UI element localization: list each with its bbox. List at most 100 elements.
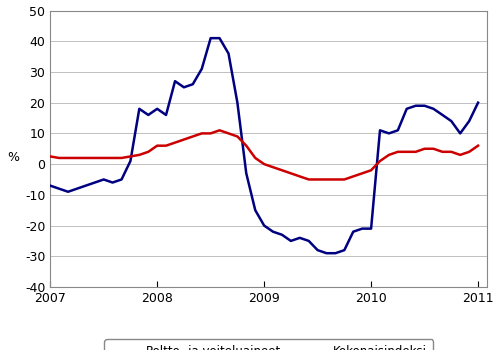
Kokonaisindeksi: [118, 156, 124, 160]
Poltto- ja voiteluaineet: [101, 177, 107, 182]
Kokonaisindeksi: [109, 156, 115, 160]
Poltto- ja voiteluaineet: [296, 236, 302, 240]
Kokonaisindeksi: [403, 150, 409, 154]
Poltto- ja voiteluaineet: [376, 128, 382, 132]
Poltto- ja voiteluaineet: [341, 248, 347, 252]
Kokonaisindeksi: [92, 156, 98, 160]
Kokonaisindeksi: [180, 138, 186, 142]
Poltto- ja voiteluaineet: [412, 104, 418, 108]
Kokonaisindeksi: [447, 150, 453, 154]
Kokonaisindeksi: [189, 134, 195, 139]
Poltto- ja voiteluaineet: [429, 107, 435, 111]
Kokonaisindeksi: [456, 153, 462, 157]
Poltto- ja voiteluaineet: [447, 119, 453, 123]
Poltto- ja voiteluaineet: [305, 239, 311, 243]
Poltto- ja voiteluaineet: [465, 119, 471, 123]
Kokonaisindeksi: [332, 177, 338, 182]
Kokonaisindeksi: [136, 153, 142, 157]
Poltto- ja voiteluaineet: [163, 113, 169, 117]
Kokonaisindeksi: [270, 165, 276, 169]
Kokonaisindeksi: [296, 174, 302, 179]
Kokonaisindeksi: [65, 156, 71, 160]
Poltto- ja voiteluaineet: [92, 181, 98, 185]
Poltto- ja voiteluaineet: [83, 183, 89, 188]
Poltto- ja voiteluaineet: [172, 79, 178, 83]
Kokonaisindeksi: [216, 128, 222, 132]
Poltto- ja voiteluaineet: [359, 226, 365, 231]
Kokonaisindeksi: [429, 147, 435, 151]
Kokonaisindeksi: [56, 156, 62, 160]
Kokonaisindeksi: [394, 150, 400, 154]
Poltto- ja voiteluaineet: [234, 100, 240, 105]
Legend: Poltto- ja voiteluaineet, Kokonaisindeksi: Poltto- ja voiteluaineet, Kokonaisindeks…: [104, 339, 432, 350]
Kokonaisindeksi: [350, 174, 356, 179]
Kokonaisindeksi: [287, 171, 293, 175]
Poltto- ja voiteluaineet: [198, 67, 204, 71]
Kokonaisindeksi: [198, 131, 204, 135]
Kokonaisindeksi: [385, 153, 391, 157]
Poltto- ja voiteluaineet: [74, 187, 80, 191]
Kokonaisindeksi: [172, 140, 178, 145]
Kokonaisindeksi: [438, 150, 444, 154]
Kokonaisindeksi: [421, 147, 427, 151]
Poltto- ja voiteluaineet: [180, 85, 186, 89]
Kokonaisindeksi: [279, 168, 285, 172]
Poltto- ja voiteluaineet: [118, 177, 124, 182]
Poltto- ja voiteluaineet: [65, 190, 71, 194]
Poltto- ja voiteluaineet: [243, 171, 249, 175]
Kokonaisindeksi: [412, 150, 418, 154]
Kokonaisindeksi: [154, 144, 160, 148]
Poltto- ja voiteluaineet: [385, 131, 391, 135]
Poltto- ja voiteluaineet: [350, 230, 356, 234]
Poltto- ja voiteluaineet: [323, 251, 329, 255]
Poltto- ja voiteluaineet: [287, 239, 293, 243]
Poltto- ja voiteluaineet: [216, 36, 222, 40]
Poltto- ja voiteluaineet: [456, 131, 462, 135]
Poltto- ja voiteluaineet: [421, 104, 427, 108]
Kokonaisindeksi: [83, 156, 89, 160]
Kokonaisindeksi: [474, 144, 480, 148]
Kokonaisindeksi: [465, 150, 471, 154]
Kokonaisindeksi: [367, 168, 373, 172]
Poltto- ja voiteluaineet: [261, 223, 267, 228]
Kokonaisindeksi: [127, 154, 133, 159]
Kokonaisindeksi: [225, 131, 231, 135]
Kokonaisindeksi: [145, 150, 151, 154]
Kokonaisindeksi: [359, 171, 365, 175]
Poltto- ja voiteluaineet: [154, 107, 160, 111]
Kokonaisindeksi: [234, 134, 240, 139]
Poltto- ja voiteluaineet: [367, 226, 373, 231]
Poltto- ja voiteluaineet: [145, 113, 151, 117]
Kokonaisindeksi: [74, 156, 80, 160]
Poltto- ja voiteluaineet: [394, 128, 400, 132]
Poltto- ja voiteluaineet: [438, 113, 444, 117]
Poltto- ja voiteluaineet: [189, 82, 195, 86]
Kokonaisindeksi: [341, 177, 347, 182]
Poltto- ja voiteluaineet: [136, 107, 142, 111]
Kokonaisindeksi: [323, 177, 329, 182]
Line: Kokonaisindeksi: Kokonaisindeksi: [50, 130, 477, 180]
Poltto- ja voiteluaineet: [279, 233, 285, 237]
Poltto- ja voiteluaineet: [207, 36, 213, 40]
Kokonaisindeksi: [261, 162, 267, 166]
Poltto- ja voiteluaineet: [109, 181, 115, 185]
Poltto- ja voiteluaineet: [225, 51, 231, 56]
Kokonaisindeksi: [207, 131, 213, 135]
Kokonaisindeksi: [305, 177, 311, 182]
Kokonaisindeksi: [314, 177, 320, 182]
Kokonaisindeksi: [101, 156, 107, 160]
Poltto- ja voiteluaineet: [270, 230, 276, 234]
Poltto- ja voiteluaineet: [56, 187, 62, 191]
Poltto- ja voiteluaineet: [127, 159, 133, 163]
Kokonaisindeksi: [47, 154, 53, 159]
Y-axis label: %: %: [7, 151, 19, 164]
Poltto- ja voiteluaineet: [332, 251, 338, 255]
Kokonaisindeksi: [376, 159, 382, 163]
Kokonaisindeksi: [252, 156, 258, 160]
Kokonaisindeksi: [163, 144, 169, 148]
Line: Poltto- ja voiteluaineet: Poltto- ja voiteluaineet: [50, 38, 477, 253]
Poltto- ja voiteluaineet: [47, 183, 53, 188]
Kokonaisindeksi: [243, 144, 249, 148]
Poltto- ja voiteluaineet: [252, 208, 258, 212]
Poltto- ja voiteluaineet: [403, 107, 409, 111]
